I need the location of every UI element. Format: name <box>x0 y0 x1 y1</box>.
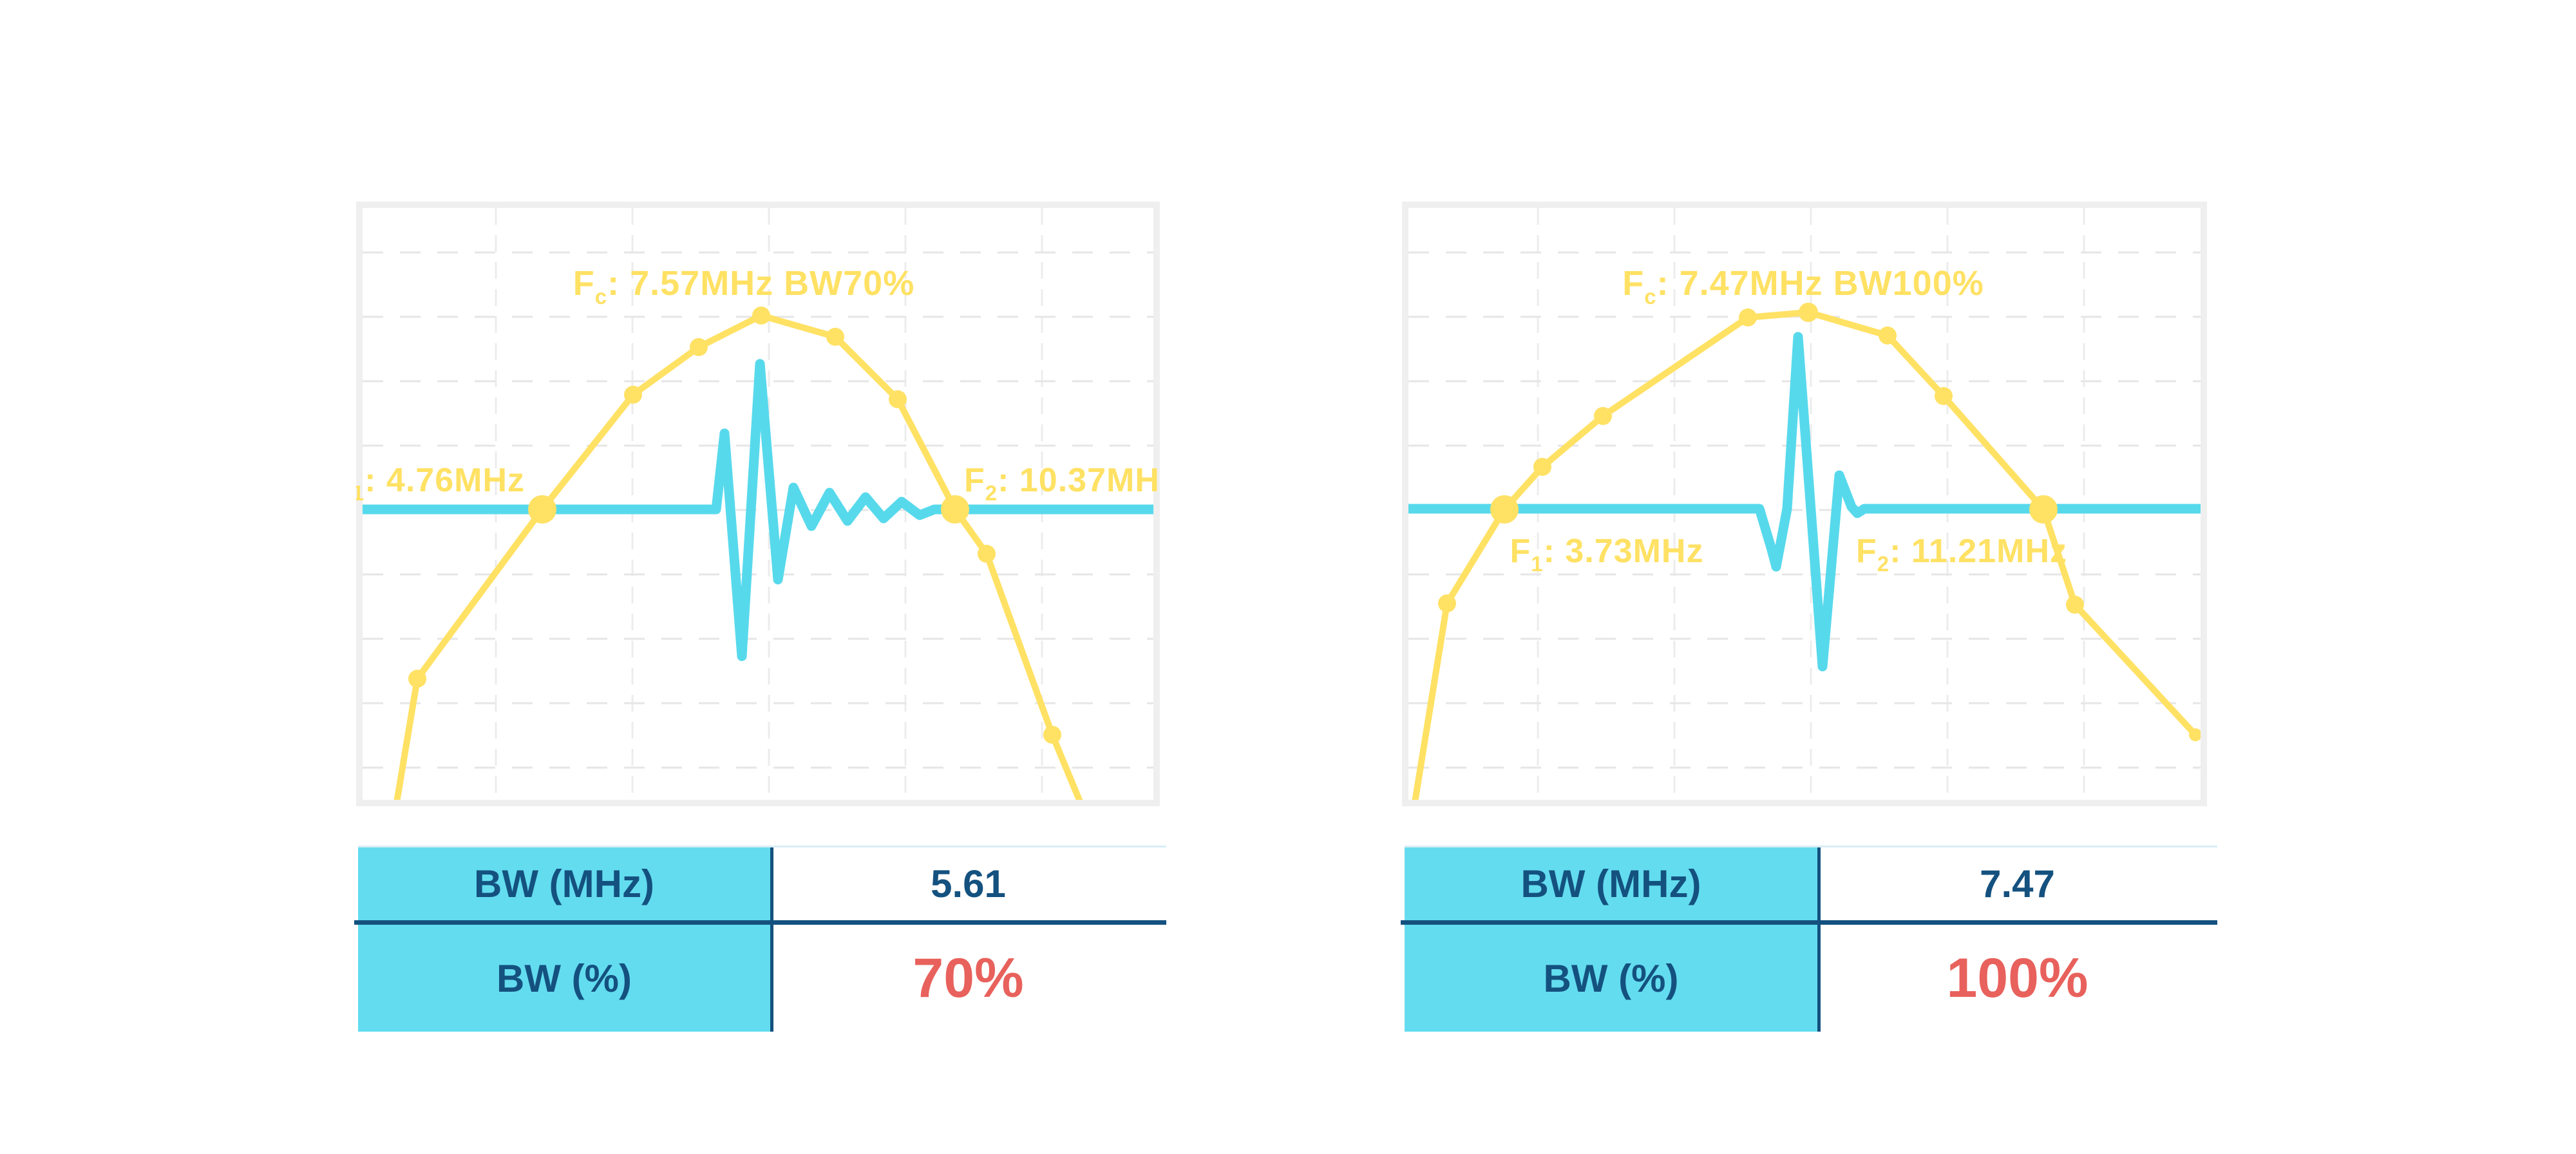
data-point-marker <box>1799 303 1818 322</box>
spectrum-line <box>393 312 1083 800</box>
bw-mhz-value: 5.61 <box>931 862 1006 905</box>
bw-mhz-value: 7.47 <box>1980 862 2055 905</box>
data-point-marker <box>2189 728 2201 741</box>
data-point-marker <box>408 670 426 688</box>
bw-pct-value: 70% <box>913 947 1024 1009</box>
f2-label: F2: 11.21MHz <box>1856 533 2067 576</box>
data-point-marker <box>1879 326 1897 345</box>
data-point-marker <box>528 495 556 524</box>
data-point-marker <box>752 307 770 325</box>
data-point-marker <box>889 390 907 408</box>
fc-bw-annotation: Fc: 7.47MHz BW100% <box>1622 264 1984 308</box>
bw-mhz-label: BW (MHz) <box>358 847 770 920</box>
data-point-marker <box>1594 407 1612 425</box>
data-point-marker <box>2066 596 2084 614</box>
fc-bw-annotation: Fc: 7.57MHz BW70% <box>573 264 914 308</box>
bw-table-left: BW (MHz) 5.61 BW (%) 70% <box>354 846 1166 1032</box>
data-point-marker <box>1438 594 1456 612</box>
column-divider <box>770 847 773 1032</box>
data-point-marker <box>690 338 708 356</box>
bw-table-right: BW (MHz) 7.47 BW (%) 100% <box>1401 846 2217 1032</box>
data-point-marker <box>1935 387 1953 405</box>
spectrum-chart-left: Fc: 7.57MHz BW70% F1: 4.76MHz F2: 10.37MHz <box>356 202 1160 806</box>
table-top-border <box>1405 846 2217 847</box>
data-point-marker <box>624 386 642 404</box>
data-point-marker <box>1739 308 1757 326</box>
column-divider <box>1817 847 1821 1032</box>
spectrum-chart-right: Fc: 7.47MHz BW100% F1: 3.73MHz F2: 11.21MH… <box>1402 202 2207 806</box>
spectrum-line <box>1412 309 2199 800</box>
row-divider <box>354 920 1166 925</box>
row-divider <box>1401 920 2217 925</box>
f2-label: F2: 10.37MHz <box>964 462 1160 505</box>
bw-pct-label: BW (%) <box>358 925 770 1032</box>
data-point-marker <box>1043 726 1061 744</box>
pulse-waveform-line <box>363 359 1153 661</box>
data-point-marker <box>1533 458 1551 476</box>
f1-label: F1: 3.73MHz <box>1510 533 1704 576</box>
data-point-marker <box>1490 495 1519 524</box>
bw-pct-value: 100% <box>1946 947 2088 1009</box>
panel-border <box>356 202 1160 806</box>
pulse-waveform-line <box>1408 332 2201 672</box>
panel-border <box>1402 202 2207 806</box>
data-point-marker <box>826 328 844 346</box>
data-point-marker <box>2029 495 2058 524</box>
f1-label: F1: 4.76MHz <box>356 462 525 505</box>
data-point-marker <box>978 545 996 563</box>
bw-pct-label: BW (%) <box>1405 925 1817 1032</box>
table-top-border <box>358 846 1166 847</box>
bw-mhz-label: BW (MHz) <box>1405 847 1817 920</box>
data-point-marker <box>941 495 969 524</box>
